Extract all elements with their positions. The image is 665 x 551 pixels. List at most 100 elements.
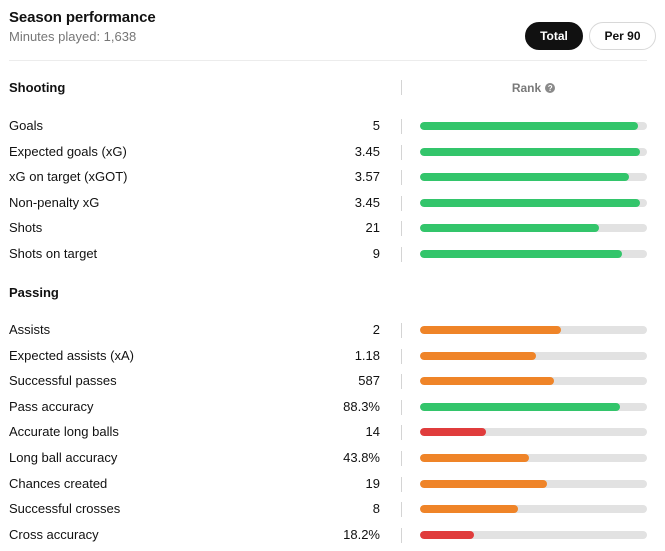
stat-value: 14 xyxy=(365,424,380,440)
stat-value: 9 xyxy=(372,246,380,261)
rank-bar-fill xyxy=(420,377,554,386)
rank-bar xyxy=(420,428,647,437)
rank-bar xyxy=(420,351,647,360)
rank-bar xyxy=(420,454,647,462)
column-divider xyxy=(401,476,402,492)
stat-label: Shots on target xyxy=(9,246,98,261)
stat-label: Shots xyxy=(9,220,43,236)
stat-label: Chances created xyxy=(9,475,108,491)
minutes-played-subtitle: Minutes played: 1,638 xyxy=(9,29,137,44)
stat-label: Successful passes xyxy=(9,373,117,389)
rank-bar xyxy=(420,147,647,156)
stat-value: 587 xyxy=(358,373,380,389)
rank-bar xyxy=(420,326,647,334)
rank-bar-fill xyxy=(420,351,536,360)
stat-value: 2 xyxy=(372,322,380,337)
stat-row: Successful crosses 8 xyxy=(0,499,665,519)
stat-label: Cross accuracy xyxy=(9,526,99,542)
season-performance-header: Season performance Minutes played: 1,638… xyxy=(9,9,656,50)
stat-label: Expected assists (xA) xyxy=(9,347,134,363)
rank-bar xyxy=(420,173,647,182)
rank-bar xyxy=(420,122,647,130)
stat-row: Shots on target 9 xyxy=(0,244,665,264)
help-icon[interactable]: ? xyxy=(545,83,556,93)
rank-bar-fill xyxy=(420,454,529,462)
column-divider xyxy=(401,247,402,262)
stat-row: Long ball accuracy 43.8% xyxy=(0,448,665,468)
rank-bar-fill xyxy=(420,122,638,130)
rank-bar xyxy=(420,505,647,514)
column-divider xyxy=(401,374,402,390)
stat-label: Successful crosses xyxy=(9,501,121,517)
column-divider xyxy=(401,80,402,95)
header-divider xyxy=(9,60,647,61)
rank-bar-fill xyxy=(420,530,475,539)
stat-row: Pass accuracy 88.3% xyxy=(0,397,665,417)
column-divider xyxy=(401,425,402,441)
stat-label: Pass accuracy xyxy=(9,398,94,414)
stat-row: Assists 2 xyxy=(0,320,665,340)
rank-bar-fill xyxy=(420,224,600,233)
column-divider xyxy=(401,221,402,237)
stat-value: 5 xyxy=(372,118,380,133)
rank-label: Rank xyxy=(511,81,542,95)
stat-value: 88.3% xyxy=(343,398,380,414)
stat-value: 18.2% xyxy=(343,526,380,542)
stat-value: 1.18 xyxy=(354,347,380,363)
column-divider xyxy=(401,348,402,364)
stat-label: Accurate long balls xyxy=(9,424,119,440)
rank-bar xyxy=(420,530,647,539)
stat-row: Accurate long balls 14 xyxy=(0,422,665,442)
total-toggle-button[interactable]: Total xyxy=(525,22,583,50)
rank-bar xyxy=(420,377,647,386)
stat-row: Successful passes 587 xyxy=(0,371,665,391)
rank-bar-fill xyxy=(420,402,620,411)
page-title: Season performance xyxy=(9,9,156,26)
stat-label: Goals xyxy=(9,118,43,133)
stat-label: Assists xyxy=(9,322,51,337)
stat-row: Shots 21 xyxy=(0,218,665,238)
stat-label: Long ball accuracy xyxy=(9,450,118,465)
rank-bar-fill xyxy=(420,326,561,334)
stat-label: Non-penalty xG xyxy=(9,194,100,210)
stat-label: xG on target (xGOT) xyxy=(9,169,128,185)
stat-value: 21 xyxy=(365,220,380,236)
rank-bar xyxy=(420,224,647,233)
column-divider xyxy=(401,323,402,338)
rank-bar-fill xyxy=(420,147,641,156)
rank-bar xyxy=(420,402,647,411)
column-divider xyxy=(401,527,402,543)
rank-bar xyxy=(420,250,647,258)
rank-bar-fill xyxy=(420,505,518,514)
stat-row: Goals 5 xyxy=(0,116,665,136)
stat-value: 43.8% xyxy=(343,450,380,465)
rank-bar xyxy=(420,198,647,207)
stat-row: Chances created 19 xyxy=(0,474,665,494)
stat-row: Non-penalty xG 3.45 xyxy=(0,193,665,213)
stat-value: 19 xyxy=(365,475,380,491)
stat-label: Expected goals (xG) xyxy=(9,143,127,159)
section-title-shooting: Shooting xyxy=(9,80,66,95)
stat-value: 3.45 xyxy=(354,194,380,210)
section-title-passing: Passing xyxy=(9,285,59,300)
rank-bar xyxy=(420,479,647,488)
column-divider xyxy=(401,119,402,134)
column-divider xyxy=(401,144,402,160)
column-divider xyxy=(401,399,402,415)
stat-value: 3.57 xyxy=(354,169,380,185)
rank-bar-fill xyxy=(420,479,548,488)
rank-bar-fill xyxy=(420,198,641,207)
rank-bar-fill xyxy=(420,250,623,258)
stat-row: Cross accuracy 18.2% xyxy=(0,525,665,545)
column-divider xyxy=(401,502,402,518)
per-90-toggle-button[interactable]: Per 90 xyxy=(589,22,656,50)
stat-value: 3.45 xyxy=(354,143,380,159)
column-divider xyxy=(401,170,402,186)
rank-bar-fill xyxy=(420,428,486,437)
column-divider xyxy=(401,195,402,211)
column-divider xyxy=(401,451,402,466)
rank-column-header: Rank ? xyxy=(420,80,647,96)
stat-row: Expected goals (xG) 3.45 xyxy=(0,142,665,162)
rank-bar-fill xyxy=(420,173,629,182)
stat-row: Expected assists (xA) 1.18 xyxy=(0,346,665,366)
